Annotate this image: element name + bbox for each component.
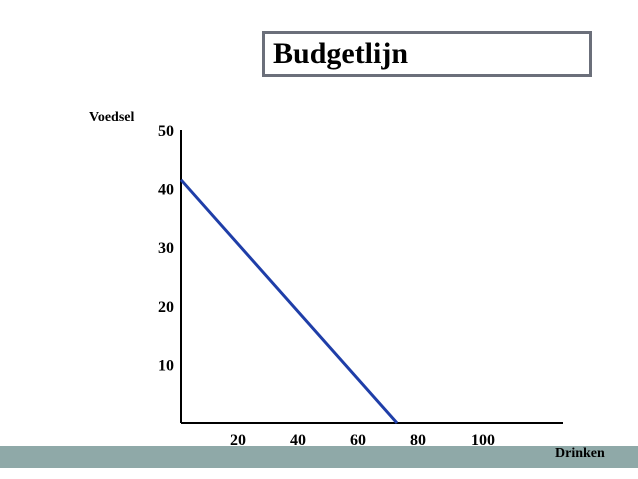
title-box: Budgetlijn [262,31,592,77]
x-tick-label: 80 [410,432,426,449]
y-tick-label: 30 [158,240,174,257]
y-tick-label: 20 [158,299,174,316]
x-tick-label: 100 [471,432,495,449]
budget-line [179,178,399,424]
x-tick-label: 20 [230,432,246,449]
x-tick-label: 60 [350,432,366,449]
y-tick-label: 40 [158,182,174,199]
y-tick-label: 10 [158,357,174,374]
chart-title: Budgetlijn [273,37,409,70]
y-tick-label: 50 [158,123,174,140]
x-tick-label: 40 [290,432,306,449]
x-axis-label: Drinken [555,446,605,461]
footer-band [0,446,638,468]
y-axis-label: Voedsel [89,110,135,125]
